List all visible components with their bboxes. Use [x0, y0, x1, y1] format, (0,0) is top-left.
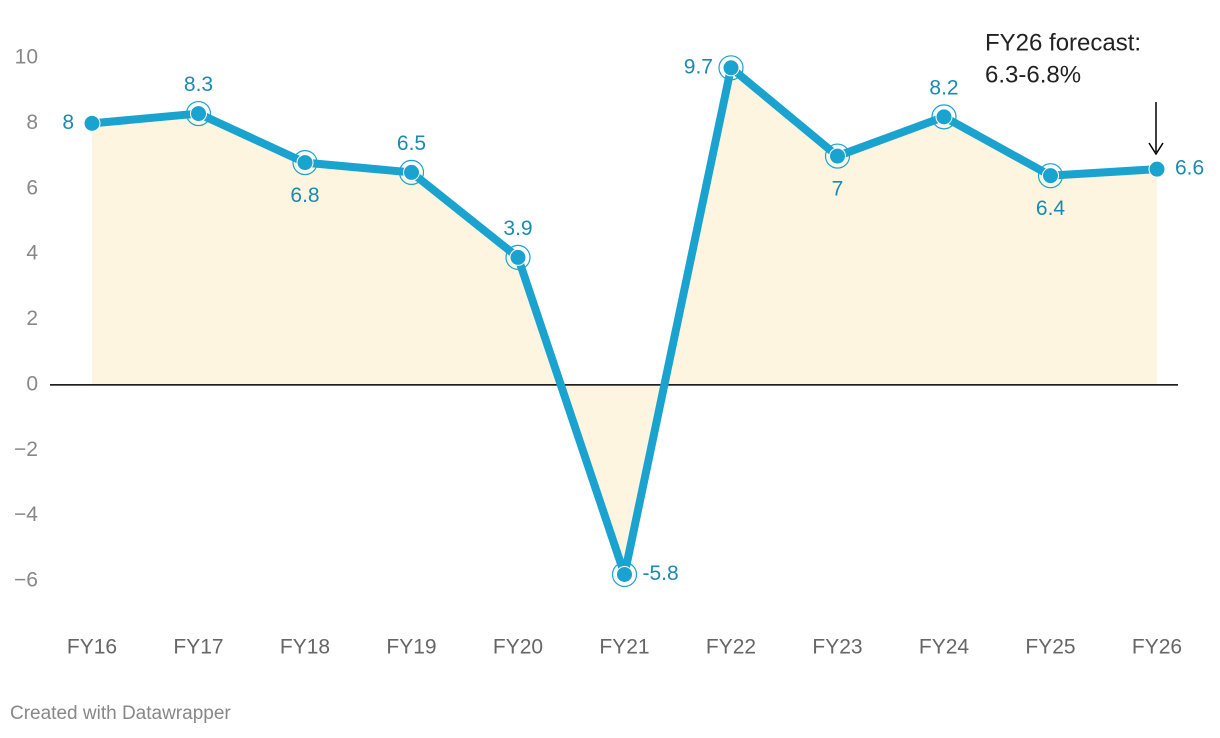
x-tick-label: FY18: [280, 636, 330, 659]
x-tick-label: FY24: [919, 636, 970, 659]
y-tick-label: 4: [26, 242, 38, 265]
point-ring: [718, 55, 744, 81]
value-label: 8.3: [184, 73, 213, 96]
y-tick-label: 10: [15, 46, 38, 69]
footer: Created with Datawrapper: [10, 703, 231, 724]
value-label: 6.6: [1175, 157, 1204, 180]
value-label: 6.5: [397, 132, 426, 155]
value-label: 3.9: [503, 217, 532, 240]
y-tick-label: 6: [26, 176, 38, 199]
x-tick-label: FY16: [67, 636, 117, 659]
point-ring: [824, 143, 851, 169]
x-tick-label: FY22: [706, 636, 756, 659]
point-ring: [505, 244, 531, 270]
annotation-line: FY26 forecast:: [985, 29, 1141, 56]
value-label: 6.4: [1036, 197, 1066, 220]
point: [509, 248, 527, 266]
point: [722, 59, 740, 77]
y-tick-label: −4: [14, 503, 38, 526]
value-label: 9.7: [684, 55, 713, 78]
y-tick-label: 2: [26, 307, 38, 330]
value-label: 8: [62, 111, 74, 134]
y-tick-label: 0: [26, 372, 38, 395]
x-tick-label: FY26: [1132, 636, 1182, 659]
x-tick-label: FY21: [599, 636, 649, 659]
area: [92, 67, 1157, 575]
point-ring: [398, 159, 425, 186]
x-tick-label: FY25: [1025, 636, 1075, 659]
x-tick-label: FY17: [173, 636, 223, 659]
point-ring: [611, 561, 638, 588]
point: [83, 114, 101, 132]
point: [935, 108, 953, 126]
point: [829, 147, 846, 165]
y-tick-label: −6: [14, 569, 38, 592]
x-tick-label: FY20: [493, 636, 543, 659]
point-ring: [931, 104, 957, 130]
x-tick-label: FY19: [386, 636, 436, 659]
y-tick-label: −2: [14, 438, 38, 461]
point: [616, 565, 633, 583]
annotation-arrowhead: [1148, 142, 1164, 156]
point: [296, 154, 314, 172]
x-tick-label: FY23: [812, 636, 862, 659]
value-label: 8.2: [929, 76, 958, 99]
value-label: 7: [832, 178, 844, 201]
value-label: -5.8: [643, 562, 679, 585]
point-ring: [1037, 163, 1064, 189]
point-ring: [292, 150, 318, 176]
y-tick-label: 8: [26, 111, 38, 134]
point: [190, 105, 207, 123]
annotation-line: 6.3-6.8%: [985, 61, 1081, 88]
point: [1042, 167, 1059, 185]
point: [1148, 160, 1166, 178]
point-ring: [185, 100, 212, 127]
value-label: 6.8: [290, 184, 319, 207]
point: [403, 163, 420, 181]
